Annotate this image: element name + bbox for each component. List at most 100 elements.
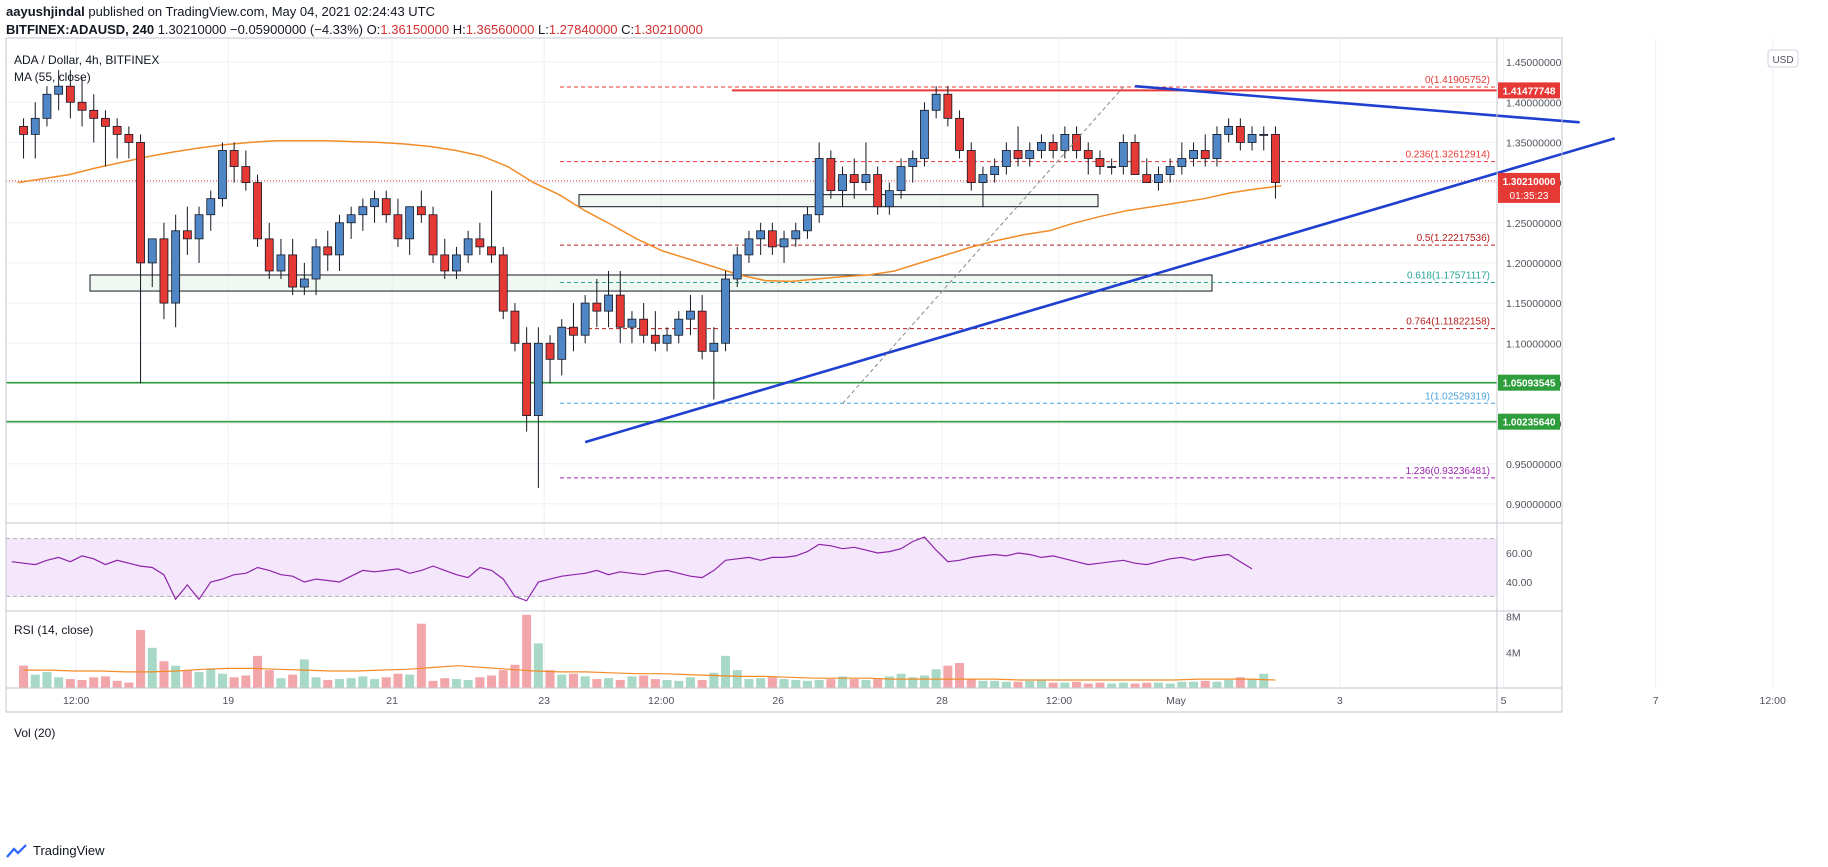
- high-label: H:: [452, 22, 466, 37]
- volume-bar: [1001, 681, 1011, 688]
- volume-bar: [1060, 682, 1070, 688]
- volume-bar: [791, 679, 801, 688]
- volume-bar: [685, 677, 695, 688]
- candle-down: [1130, 142, 1140, 175]
- fib-level-label: 0.5(1.22217536): [1417, 233, 1490, 244]
- candle-down: [124, 133, 134, 143]
- candle-down: [1083, 150, 1093, 159]
- time-tick-label: 26: [772, 695, 784, 707]
- candle-down: [65, 85, 75, 103]
- candle-down: [966, 150, 976, 183]
- candle-up: [1165, 166, 1175, 175]
- candle-up: [1037, 142, 1046, 151]
- volume-bar: [1247, 679, 1257, 688]
- candle-down: [288, 254, 298, 288]
- candle-down: [89, 109, 99, 119]
- currency-label: USD: [1772, 55, 1793, 66]
- price-tick-label: 0.90000000: [1506, 499, 1562, 511]
- volume-bar: [955, 663, 965, 688]
- candle-up: [662, 334, 672, 344]
- candle-down: [767, 230, 777, 248]
- candle-down: [1048, 142, 1058, 151]
- low-label: L:: [538, 22, 549, 37]
- outer-frame: [5, 37, 1563, 713]
- current-price-tag-bg: [1498, 172, 1560, 203]
- candle-down: [112, 125, 122, 135]
- candle-up: [744, 238, 754, 256]
- candle-up: [627, 318, 637, 328]
- volume-bar: [627, 676, 637, 688]
- volume-bar: [802, 680, 812, 688]
- candle-up: [299, 278, 309, 288]
- candle-down: [393, 214, 403, 240]
- candle-up: [896, 166, 906, 192]
- volume-bar: [1013, 681, 1023, 688]
- volume-bar: [650, 679, 660, 688]
- time-tick-label: 28: [936, 695, 948, 707]
- volume-bar: [1212, 681, 1222, 688]
- volume-bar: [510, 664, 520, 688]
- candle-up: [920, 109, 929, 159]
- candle-up: [194, 214, 204, 240]
- time-tick-label: May: [1166, 695, 1187, 707]
- volume-bar: [990, 680, 1000, 688]
- candle-down: [159, 238, 169, 304]
- candle-up: [884, 190, 894, 208]
- time-tick-label: 21: [386, 695, 398, 707]
- currency-badge[interactable]: USD: [1767, 49, 1799, 68]
- volume-tick-label: 8M: [1506, 612, 1521, 624]
- candle-up: [405, 206, 415, 240]
- candle-down: [1271, 133, 1280, 183]
- volume-bar: [838, 676, 848, 688]
- volume-bar: [1153, 682, 1163, 688]
- high-value: 1.36560000: [465, 22, 535, 37]
- candle-up: [580, 302, 590, 336]
- volume-bar: [288, 674, 298, 688]
- volume-bar: [1224, 679, 1234, 688]
- candle-down: [955, 117, 964, 151]
- candle-down: [1072, 133, 1081, 151]
- price-tick-label: 1.45000000: [1506, 57, 1562, 69]
- volume-bar: [77, 679, 87, 688]
- volume-bar: [849, 679, 859, 688]
- price-tick-label: 1.40000000: [1506, 97, 1562, 109]
- symbol-label: BITFINEX:ADAUSD, 240: [6, 22, 155, 37]
- candle-up: [370, 198, 379, 208]
- candle-up: [814, 158, 824, 216]
- candle-down: [826, 158, 836, 192]
- fib-level-label: 0.236(1.32612914): [1405, 150, 1490, 161]
- last-price: 1.30210000: [157, 22, 227, 37]
- candle-up: [358, 206, 368, 216]
- rsi-tick-label: 60.00: [1506, 548, 1532, 560]
- rsi-tick-label: 40.00: [1506, 577, 1532, 589]
- volume-bar: [147, 647, 157, 688]
- volume-bar: [604, 678, 614, 688]
- footer-brand: TradingView: [33, 843, 105, 858]
- candle-up: [463, 238, 473, 256]
- candle-down: [101, 117, 110, 127]
- candle-up: [276, 254, 286, 272]
- candle-down: [229, 150, 239, 167]
- support-price-tag-bg: [1498, 413, 1560, 430]
- current-price-tag-timer: 01:35:23: [1510, 191, 1549, 202]
- volume-bar: [592, 679, 602, 688]
- candle-down: [440, 254, 450, 272]
- volume-bar: [1142, 682, 1152, 688]
- candle-down: [487, 246, 496, 256]
- fib-level-label: 0(1.41905752): [1425, 75, 1490, 86]
- candle-up: [452, 254, 461, 272]
- candle-down: [1095, 158, 1105, 167]
- candle-down: [264, 238, 274, 272]
- support-price-tag-bg: [1498, 374, 1560, 391]
- quote-line: BITFINEX:ADAUSD, 240 1.30210000 −0.05900…: [6, 22, 703, 37]
- candle-up: [218, 150, 227, 200]
- support-box-upper: [578, 194, 1099, 208]
- axes: 1.450000001.400000001.350000001.30000000…: [63, 57, 1786, 707]
- candle-up: [674, 318, 684, 336]
- candle-up: [990, 166, 1000, 175]
- candle-up: [1189, 150, 1198, 159]
- candle-up: [803, 214, 812, 232]
- volume-bar: [311, 677, 321, 688]
- candle-down: [943, 93, 953, 119]
